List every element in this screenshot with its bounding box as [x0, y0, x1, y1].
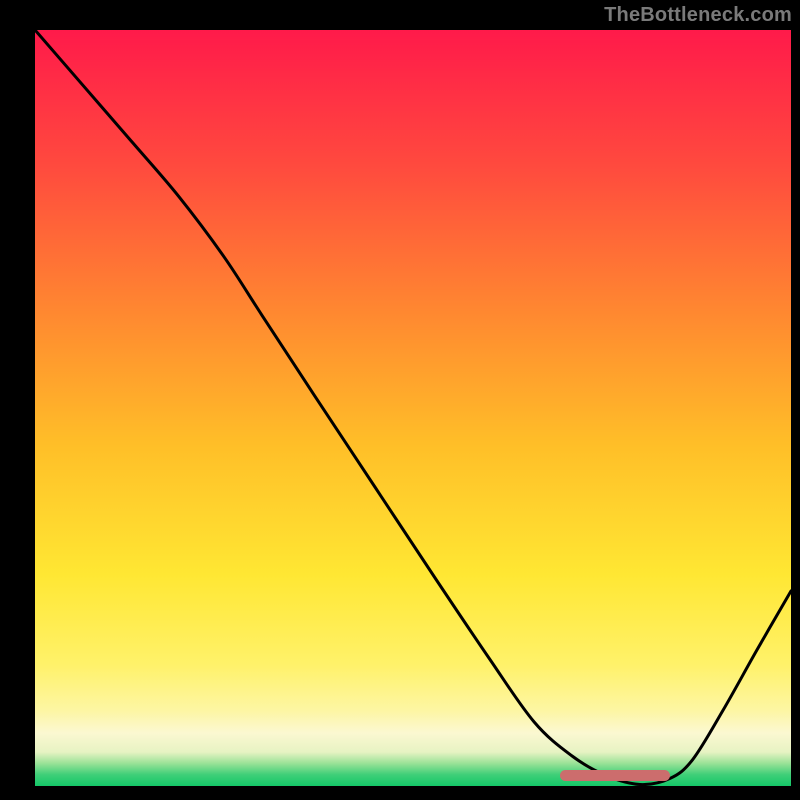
chart-canvas: TheBottleneck.com [0, 0, 800, 800]
plot-area [35, 30, 791, 786]
attribution-text: TheBottleneck.com [604, 4, 792, 27]
optimal-range-marker [560, 770, 670, 781]
bottleneck-curve [35, 30, 791, 786]
